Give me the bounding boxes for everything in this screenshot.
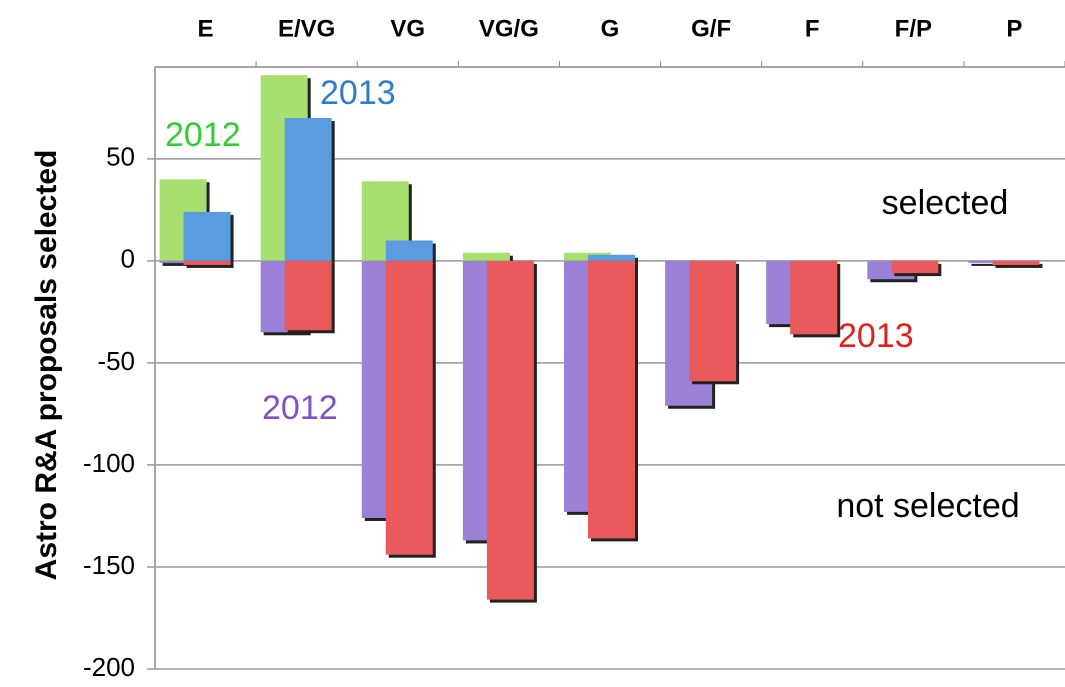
annotation: 2013 [838,317,914,355]
y-tick-label: -50 [97,346,135,376]
y-tick-label: -150 [83,550,135,580]
annotation: selected [882,184,1009,222]
bar [183,211,231,261]
bar [689,260,737,382]
bar [790,260,838,335]
bar [564,252,611,261]
bar [385,260,433,555]
bar-shadow [995,263,1043,268]
x-tick-label: VG/G [479,15,539,42]
annotation: 2013 [320,74,396,112]
bar [284,260,332,331]
bar [968,260,1016,263]
x-tick-label: G/F [691,15,731,42]
x-tick-label: P [1006,15,1022,42]
bar [385,240,433,261]
y-tick-label: 0 [121,244,135,274]
y-tick-label: -100 [83,448,135,478]
annotation: 2012 [165,116,241,154]
bar [891,260,939,274]
bar [462,252,510,261]
x-tick-label: VG [390,15,425,42]
x-tick-label: F [805,15,820,42]
bar [486,260,534,600]
x-tick-label: E/VG [278,15,335,42]
bar [588,254,635,261]
bar-shadow [186,263,234,268]
y-tick-label: 50 [106,142,135,172]
annotation: 2012 [262,389,338,427]
x-tick-label: E [198,15,214,42]
x-tick-label: F/P [895,15,932,42]
bar [183,260,231,265]
y-tick-label: -200 [83,652,135,682]
bar [588,260,635,539]
y-axis-label: Astro R&A proposals selected [30,150,63,581]
x-tick-label: G [601,15,620,42]
bar [284,118,332,261]
annotation: not selected [836,487,1019,525]
bar [992,260,1040,265]
bar [159,260,207,263]
